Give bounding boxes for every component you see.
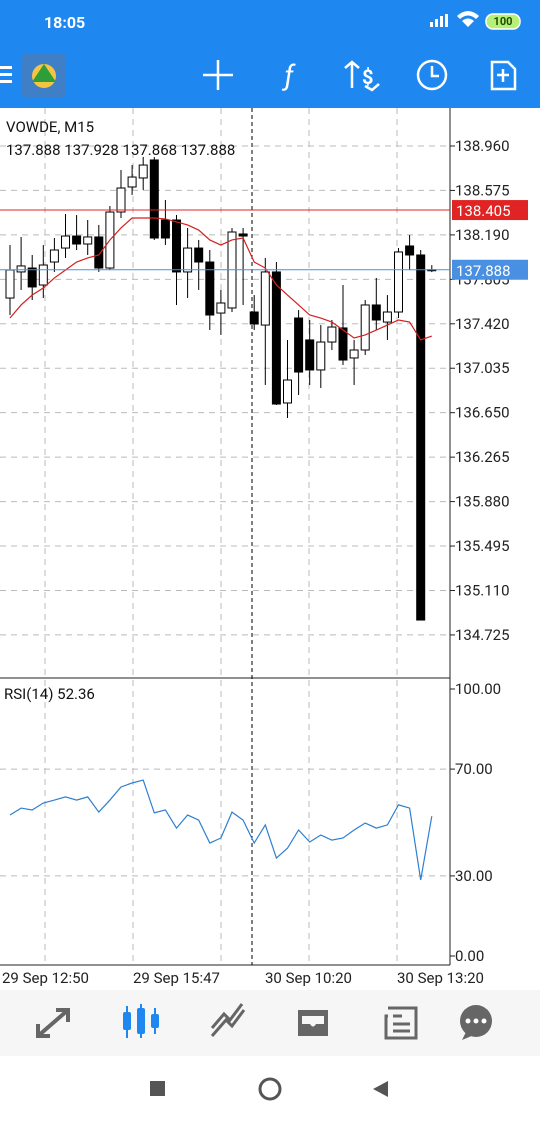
candle-body [160, 219, 170, 239]
y-tick-label: 135.495 [455, 537, 510, 555]
top-bar [0, 0, 540, 108]
quotes-tab[interactable] [36, 1008, 70, 1038]
candle-body [183, 247, 193, 273]
candle-body [360, 304, 370, 351]
y-tick-label: 138.960 [455, 137, 510, 155]
candle-body [316, 341, 326, 371]
price-tag [452, 200, 528, 221]
menu-button[interactable] [0, 66, 12, 83]
trade-tab[interactable] [210, 1003, 246, 1037]
ma-line [9, 217, 433, 341]
candle-body [216, 302, 226, 314]
candle-body [172, 219, 181, 273]
candle-body [72, 235, 82, 245]
candle-body [371, 304, 381, 321]
app-logo[interactable] [22, 53, 66, 97]
candle-body [271, 271, 281, 405]
indicators-button[interactable]: ƒ [281, 59, 296, 92]
rsi-tick-label: 30.00 [455, 867, 493, 885]
candle-body [138, 164, 148, 179]
status-icons [430, 11, 521, 30]
candle-body [349, 349, 359, 359]
home-button[interactable] [258, 1077, 282, 1101]
candle-body [27, 267, 37, 288]
rsi-line [9, 779, 433, 881]
candle-body [249, 311, 259, 325]
x-tick-label: 29 Sep 12:50 [2, 969, 89, 987]
price-tag-label: 138.405 [456, 202, 511, 220]
candle-body [94, 236, 104, 269]
candle-body [205, 261, 215, 316]
candle-body [394, 251, 403, 313]
candle-body [16, 265, 26, 273]
chart-tab[interactable] [123, 1004, 159, 1038]
candle-body [416, 254, 426, 621]
x-tick-label: 30 Sep 13:20 [397, 969, 484, 987]
candle-body [116, 187, 126, 213]
y-tick-label: 135.110 [455, 581, 510, 599]
y-tick-label: 136.265 [455, 448, 510, 466]
system-nav [0, 1056, 540, 1122]
svg-text:$: $ [362, 65, 373, 89]
candle-body [382, 311, 392, 323]
candle-body [127, 176, 137, 188]
candle-body [5, 269, 15, 299]
rsi-label: RSI(14) 52.36 [4, 685, 95, 703]
rsi-tick-label: 100.00 [455, 680, 501, 698]
candle-body [83, 236, 93, 245]
rsi-tick-label: 0.00 [455, 947, 484, 965]
bottom-nav [0, 990, 540, 1056]
candle-body [294, 317, 304, 373]
y-tick-label: 134.725 [455, 626, 510, 644]
plot: 138.960138.575138.190137.805137.420137.0… [0, 137, 510, 987]
crosshair-button[interactable] [203, 60, 233, 90]
timeframe-button[interactable] [416, 59, 448, 91]
y-tick-label: 138.575 [455, 181, 510, 199]
candle-body [238, 233, 248, 237]
candle-body [305, 339, 315, 371]
candle-body [194, 247, 204, 263]
chat-tab[interactable] [460, 1005, 492, 1040]
x-tick-label: 30 Sep 10:20 [265, 969, 352, 987]
back-button[interactable] [373, 1081, 388, 1097]
x-tick-label: 29 Sep 15:47 [133, 969, 220, 987]
status-time: 18:05 [44, 13, 85, 32]
new-order-button[interactable] [490, 60, 517, 91]
battery-level: 100 [494, 15, 513, 28]
ohlc-label: 137.888 137.928 137.868 137.888 [6, 141, 235, 159]
candle-body [405, 245, 415, 256]
candle-body [260, 271, 270, 326]
candle-body [338, 327, 348, 361]
candle-body [283, 379, 292, 404]
candle-body [38, 264, 48, 286]
candle-body [149, 159, 159, 239]
y-tick-label: 136.650 [455, 404, 510, 422]
rsi-tick-label: 70.00 [455, 760, 493, 778]
symbol-button[interactable]: $ [344, 60, 380, 92]
candle-body [49, 249, 59, 263]
y-tick-label: 138.190 [455, 226, 510, 244]
history-tab[interactable] [298, 1010, 328, 1036]
y-tick-label: 137.420 [455, 315, 510, 333]
candle-body [327, 326, 337, 343]
news-tab[interactable] [384, 1006, 418, 1040]
price-tag [452, 259, 528, 280]
candle-body [61, 235, 70, 249]
y-tick-label: 135.880 [455, 493, 510, 511]
y-tick-label: 137.035 [455, 359, 510, 377]
price-tag-label: 137.888 [456, 262, 511, 280]
symbol-label: VOWDE, M15 [6, 118, 94, 136]
recents-button[interactable] [150, 1081, 165, 1096]
